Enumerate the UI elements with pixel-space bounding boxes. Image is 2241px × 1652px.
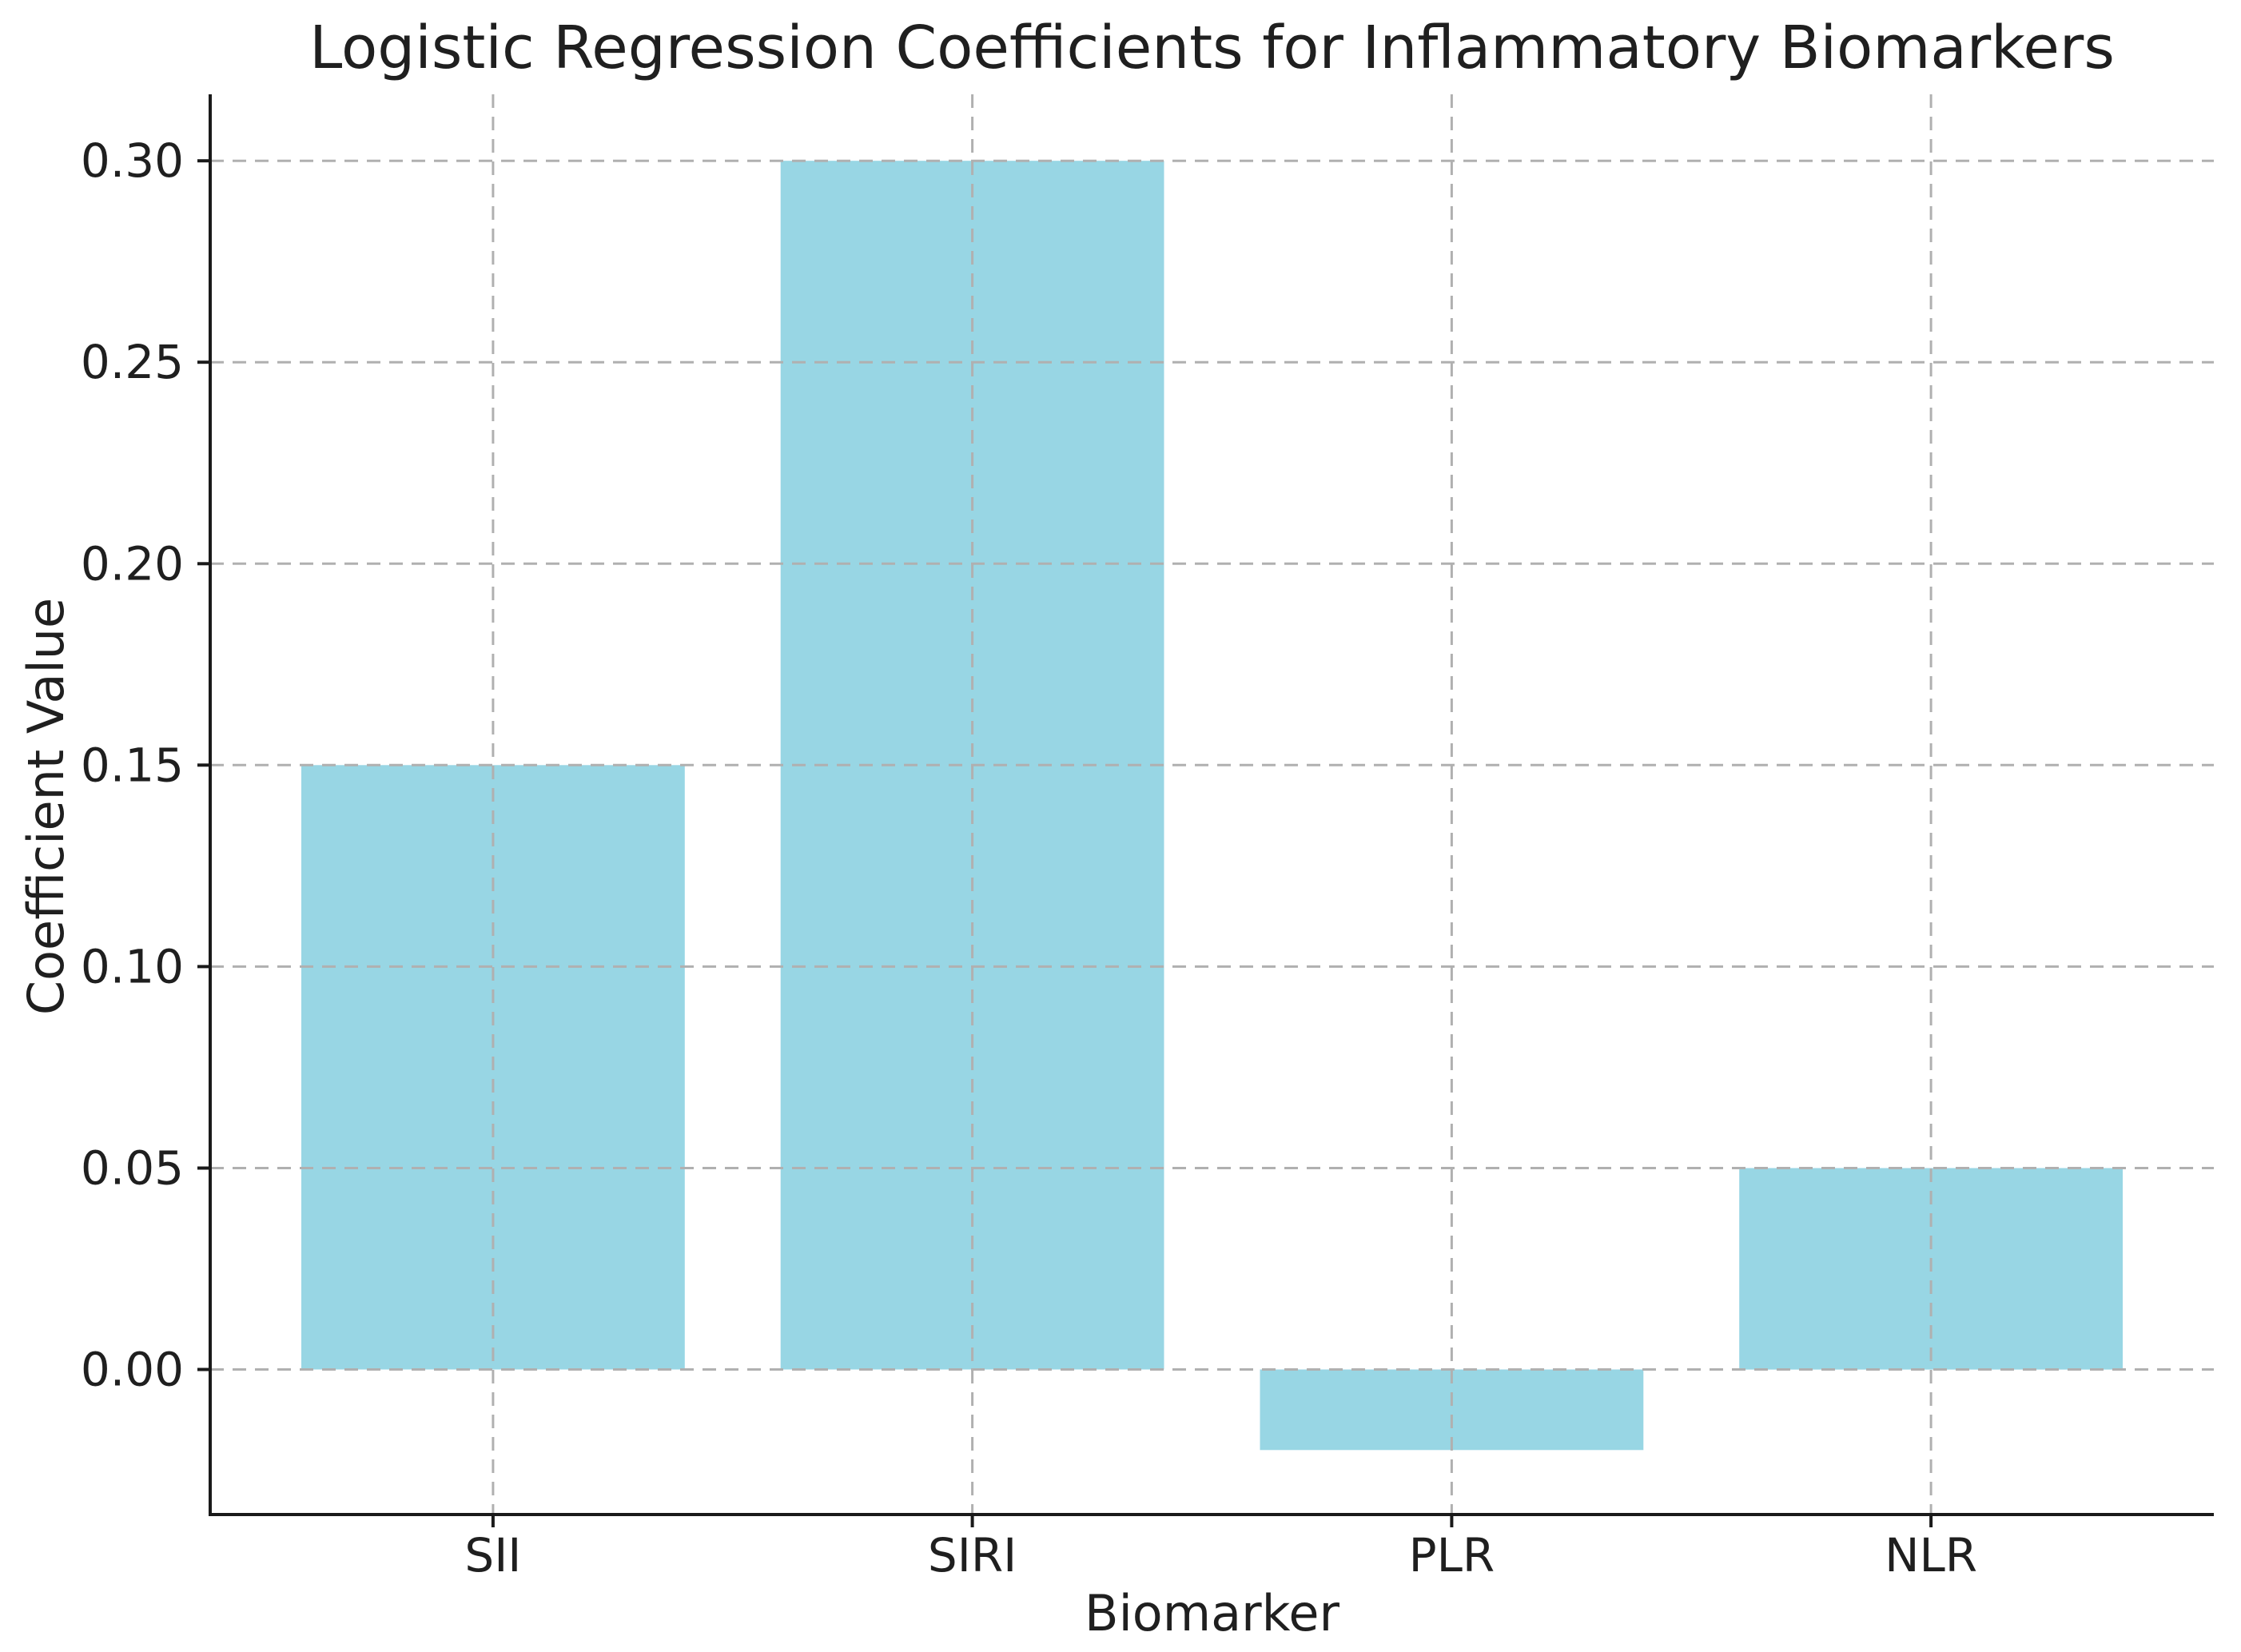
x-tick-label-NLR: NLR bbox=[1885, 1528, 1977, 1582]
x-tick-label-PLR: PLR bbox=[1409, 1528, 1495, 1582]
x-tick-label-SII: SII bbox=[464, 1528, 521, 1582]
y-tick-label-0.15: 0.15 bbox=[81, 738, 184, 792]
y-tick-label-0.05: 0.05 bbox=[81, 1141, 184, 1196]
y-tick-label-0.20: 0.20 bbox=[81, 536, 184, 591]
y-tick-label-0.10: 0.10 bbox=[81, 939, 184, 993]
x-axis-label: Biomarker bbox=[1085, 1584, 1339, 1642]
y-tick-label-0.00: 0.00 bbox=[81, 1343, 184, 1397]
x-tick-label-SIRI: SIRI bbox=[928, 1528, 1017, 1582]
y-tick-label-0.25: 0.25 bbox=[81, 335, 184, 389]
chart-title: Logistic Regression Coefficients for Inf… bbox=[309, 14, 2115, 82]
y-tick-label-0.30: 0.30 bbox=[81, 133, 184, 188]
